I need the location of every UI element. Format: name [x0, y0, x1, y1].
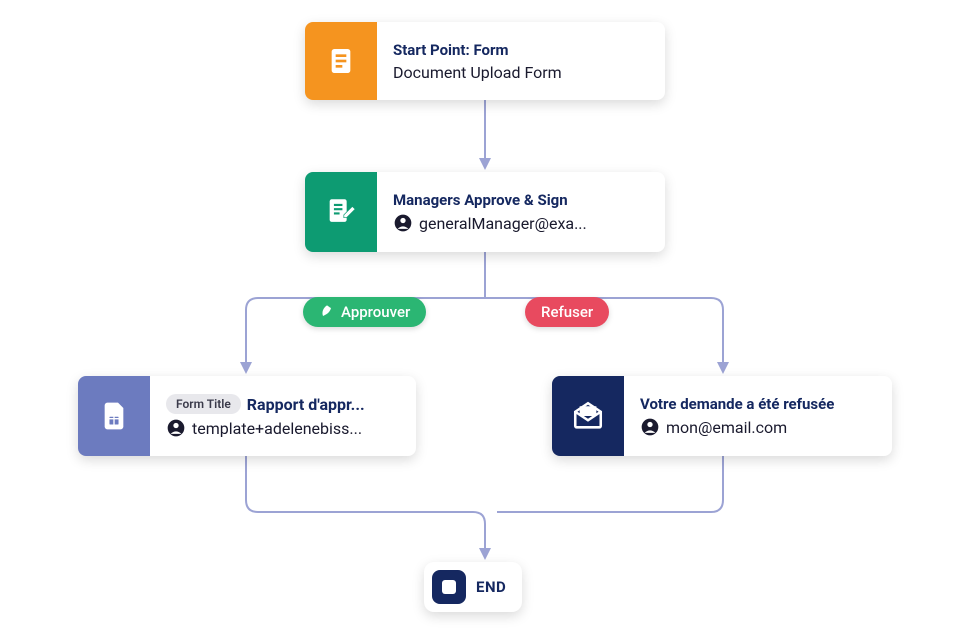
badge-approve-label: Approuver	[341, 303, 410, 321]
node-end-label: END	[476, 578, 506, 596]
node-approve-body: Managers Approve & Sign generalManager@e…	[377, 172, 665, 252]
node-form-user-text: template+adelenebiss...	[192, 419, 362, 438]
stop-icon	[432, 570, 466, 604]
badge-refuse-label: Refuser	[541, 303, 593, 321]
node-email-title: Votre demande a été refusée	[640, 395, 876, 413]
user-icon	[640, 417, 660, 437]
node-form-body: Form Title Rapport d'appr... template+ad…	[150, 376, 416, 456]
badge-refuse[interactable]: Refuser	[525, 297, 609, 327]
node-start-title: Start Point: Form	[393, 41, 649, 59]
badge-approve[interactable]: Approuver	[303, 297, 426, 327]
sign-icon	[305, 172, 377, 252]
node-form-title-row: Form Title Rapport d'appr...	[166, 394, 400, 414]
form-icon	[305, 22, 377, 100]
node-end[interactable]: END	[424, 562, 522, 612]
user-icon	[166, 418, 186, 438]
node-start[interactable]: Start Point: Form Document Upload Form	[305, 22, 665, 100]
node-email-user-text: mon@email.com	[666, 418, 787, 437]
node-email-body: Votre demande a été refusée mon@email.co…	[624, 376, 892, 456]
envelope-icon	[552, 376, 624, 456]
node-start-subtitle: Document Upload Form	[393, 63, 649, 82]
node-approve-title: Managers Approve & Sign	[393, 191, 649, 209]
node-approve-user-text: generalManager@exa...	[419, 214, 587, 233]
send-form-icon	[78, 376, 150, 456]
node-approve-user: generalManager@exa...	[393, 213, 649, 233]
node-approve[interactable]: Managers Approve & Sign generalManager@e…	[305, 172, 665, 252]
node-form[interactable]: Form Title Rapport d'appr... template+ad…	[78, 376, 416, 456]
workflow-canvas: Start Point: Form Document Upload Form M…	[0, 0, 968, 633]
node-email-user: mon@email.com	[640, 417, 876, 437]
node-start-body: Start Point: Form Document Upload Form	[377, 22, 665, 100]
leaf-icon	[319, 304, 335, 320]
form-title-tag: Form Title	[166, 394, 241, 414]
user-icon	[393, 213, 413, 233]
node-form-user: template+adelenebiss...	[166, 418, 400, 438]
node-email[interactable]: Votre demande a été refusée mon@email.co…	[552, 376, 892, 456]
form-title-value: Rapport d'appr...	[247, 395, 365, 414]
